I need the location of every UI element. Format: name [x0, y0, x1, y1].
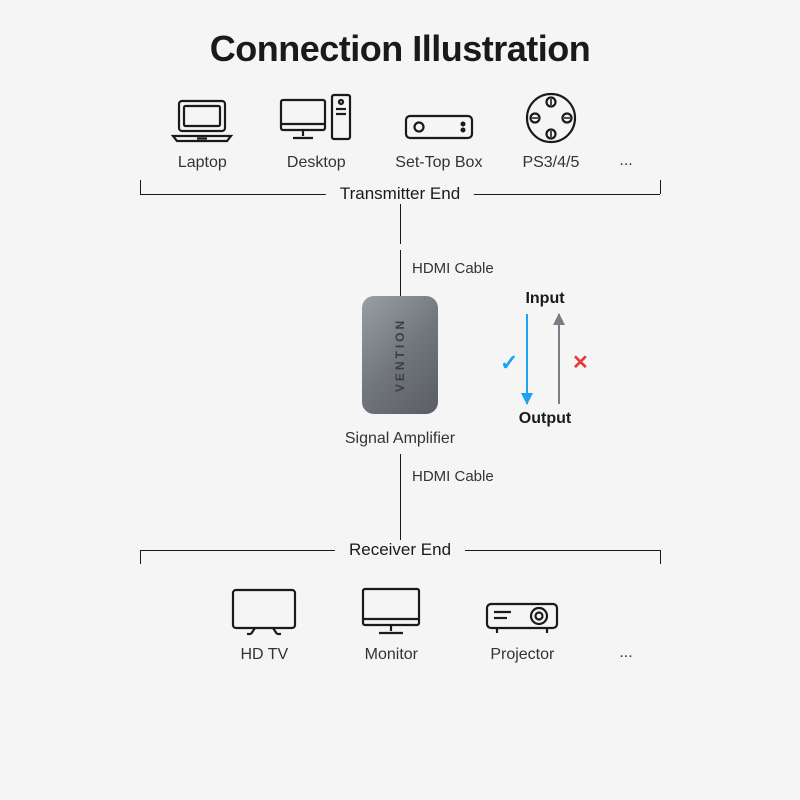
io-panel: Input ✓ ✕ Output	[470, 290, 620, 428]
settop-icon	[399, 92, 479, 146]
device-label: HD TV	[240, 646, 288, 664]
device-label: Laptop	[178, 154, 227, 172]
monitor-icon	[357, 584, 425, 638]
bracket-bottom: Receiver End	[0, 506, 800, 570]
receiver-row: HD TV Monitor	[0, 584, 800, 664]
device-settop: Set-Top Box	[395, 92, 482, 172]
amplifier-caption: Signal Amplifier	[0, 430, 800, 448]
amplifier-device: VENTION	[362, 296, 438, 414]
gamepad-icon	[523, 92, 579, 146]
device-hdtv: HD TV	[227, 584, 301, 664]
arrow-down-icon	[526, 314, 528, 404]
cable-top-label: HDMI Cable	[412, 260, 494, 277]
receiver-label: Receiver End	[335, 540, 465, 560]
tv-icon	[227, 584, 301, 638]
output-label: Output	[470, 410, 620, 428]
device-desktop: Desktop	[277, 92, 355, 172]
diagram-root: Connection Illustration Laptop	[0, 0, 800, 800]
transmitter-label: Transmitter End	[326, 184, 474, 204]
transmitter-row: Laptop Desktop	[0, 92, 800, 172]
desktop-icon	[277, 92, 355, 146]
bracket-top: Transmitter End	[0, 180, 800, 250]
device-label: Monitor	[365, 646, 418, 664]
ellipsis: ...	[619, 644, 632, 662]
vline-top	[400, 250, 401, 296]
device-laptop: Laptop	[167, 92, 237, 172]
device-label: PS3/4/5	[522, 154, 579, 172]
amplifier-zone: VENTION Input ✓ ✕ Output	[0, 296, 800, 426]
projector-icon	[481, 584, 563, 638]
laptop-icon	[167, 92, 237, 146]
device-label: Projector	[490, 646, 554, 664]
device-projector: Projector	[481, 584, 563, 664]
device-gamepad: PS3/4/5	[522, 92, 579, 172]
vline-bottom	[400, 454, 401, 506]
device-monitor: Monitor	[357, 584, 425, 664]
ellipsis: ...	[619, 152, 632, 170]
check-icon: ✓	[500, 350, 518, 376]
cable-bottom-label: HDMI Cable	[412, 468, 494, 485]
page-title: Connection Illustration	[0, 0, 800, 70]
input-label: Input	[470, 290, 620, 308]
device-label: Set-Top Box	[395, 154, 482, 172]
amplifier-brand: VENTION	[393, 318, 407, 392]
arrow-up-icon	[558, 314, 560, 404]
cross-icon: ✕	[572, 350, 589, 375]
device-label: Desktop	[287, 154, 346, 172]
